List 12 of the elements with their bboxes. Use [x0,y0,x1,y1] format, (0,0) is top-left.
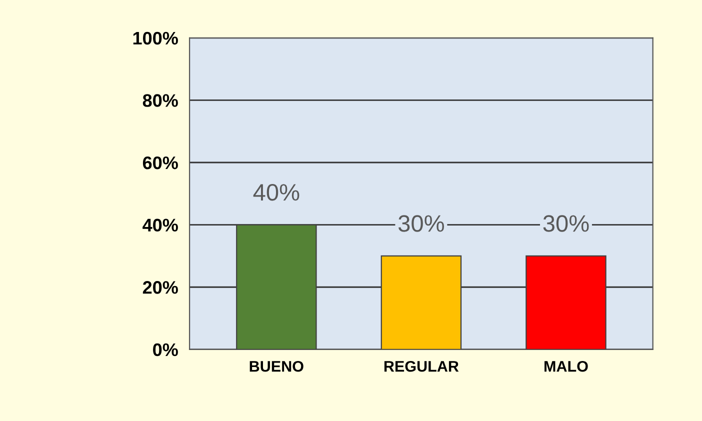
y-tick-label: 0% [153,343,178,356]
x-tick-label: MALO [544,360,588,372]
data-label: 40% [253,184,300,201]
data-label: 30% [398,215,444,232]
y-tick-label: 20% [142,281,178,294]
y-tick-label: 40% [142,218,178,232]
y-tick-label: 60% [142,156,178,170]
x-tick-label: REGULAR [384,360,459,372]
y-tick-label: 80% [142,94,178,107]
x-tick-label: BUENO [250,360,304,372]
data-label: 30% [543,215,589,232]
y-tick-label: 100% [133,32,178,45]
